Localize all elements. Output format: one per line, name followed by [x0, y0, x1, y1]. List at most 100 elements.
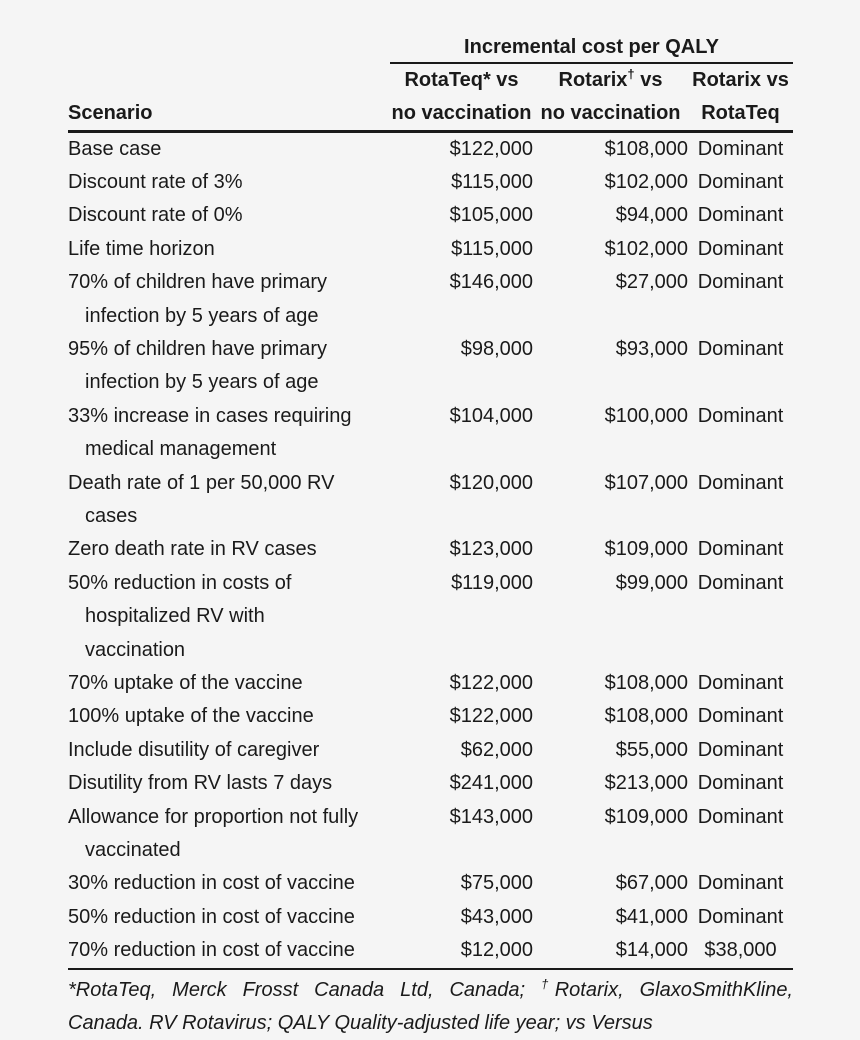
rotateq-vs-none-value: $241,000	[449, 772, 533, 795]
column-header-line1: Rotarix† vs	[558, 66, 663, 91]
scenario-label: 70% reduction in cost of vaccine	[68, 939, 355, 962]
scenario-label: Base case	[68, 137, 162, 160]
scenario-label: Life time horizon	[68, 237, 215, 260]
spanner-header: Incremental cost per QALY	[390, 32, 793, 62]
rotarix-vs-rotateq-value: Dominant	[697, 571, 784, 594]
column-header-rotarix-vs-none: Rotarix† vs no vaccination	[533, 64, 688, 130]
rotarix-vs-rotateq-value: Dominant	[697, 705, 784, 728]
rotateq-vs-none-value: $104,000	[449, 404, 533, 427]
scenario-cell: 100% uptake of the vaccine	[68, 700, 390, 733]
bottom-rule	[68, 967, 793, 971]
rotarix-vs-rotateq-value: Dominant	[697, 538, 784, 561]
rotarix-vs-rotateq-value: Dominant	[697, 237, 784, 260]
table-row: Death rate of 1 per 50,000 RV cases $120,0…	[68, 467, 793, 534]
rotarix-vs-rotateq-value: Dominant	[697, 672, 784, 694]
column-header-row: Scenario RotaTeq* vs no vaccination Rota…	[68, 64, 793, 130]
scenario-cell: 70% of children have primary infection by…	[68, 266, 390, 333]
rotateq-vs-none-value: $43,000	[460, 905, 533, 928]
rotateq-vs-none-value: $123,000	[449, 538, 533, 561]
scenario-continuation-line: infection by 5 years of age	[85, 304, 319, 327]
rotarix-vs-rotateq-value: Dominant	[697, 170, 784, 193]
table-row: 70% uptake of the vaccine $122,000 $108,00…	[68, 667, 793, 700]
column-header-line2: RotaTeq	[701, 102, 780, 124]
scenario-cell: 70% uptake of the vaccine	[68, 667, 390, 700]
scenario-cell: Discount rate of 0%	[68, 199, 390, 232]
scenario-continuation-line: vaccination	[85, 638, 186, 661]
scenario-label: 100% uptake of the vaccine	[68, 705, 314, 728]
table-row: 50% reduction in cost of vaccine $43,000 $…	[68, 901, 793, 934]
scenario-continuation-line: medical management	[85, 438, 277, 461]
table-row: Discount rate of 3% $115,000 $102,000 Domin…	[68, 166, 793, 199]
table-row: 33% increase in cases requiring medical m…	[68, 400, 793, 467]
rotarix-vs-none-value: $108,000	[604, 672, 688, 694]
rotarix-vs-none-value: $41,000	[615, 905, 688, 928]
rotarix-vs-none-value: $55,000	[615, 738, 688, 761]
column-header-rotateq-vs-none: RotaTeq* vs no vaccination	[390, 64, 533, 130]
rotateq-vs-none-value: $62,000	[460, 738, 533, 761]
rotarix-vs-rotateq-value: Dominant	[697, 872, 784, 895]
rotateq-vs-none-value: $146,000	[449, 271, 533, 294]
rotateq-vs-none-value: $122,000	[449, 705, 533, 728]
rotarix-vs-none-value: $67,000	[615, 872, 688, 895]
rotarix-vs-none-value: $109,000	[604, 538, 688, 561]
column-header-line1: RotaTeq* vs	[404, 69, 519, 91]
scenario-cell: 50% reduction in cost of vaccine	[68, 901, 390, 934]
column-header-rotarix-vs-rotateq: Rotarix vs RotaTeq	[688, 64, 793, 130]
rotateq-vs-none-value: $120,000	[449, 471, 533, 494]
rotarix-vs-rotateq-value: Dominant	[697, 471, 784, 494]
rotarix-vs-rotateq-value: Dominant	[697, 137, 784, 160]
rotateq-vs-none-value: $75,000	[460, 872, 533, 895]
rotarix-vs-rotateq-value: Dominant	[697, 337, 784, 360]
scenario-label: 33% increase in cases requiring	[68, 404, 352, 427]
spanner-rule	[390, 62, 793, 64]
rotarix-vs-none-value: $14,000	[615, 939, 688, 962]
scenario-label: 95% of children have primary	[68, 337, 328, 360]
scenario-cell: Discount rate of 3%	[68, 166, 390, 199]
table-row: Disutility from RV lasts 7 days $241,000 $…	[68, 767, 793, 800]
scenario-cell: Zero death rate in RV cases	[68, 533, 390, 566]
scenario-cell: Base case	[68, 133, 390, 166]
rotateq-vs-none-value: $119,000	[451, 571, 533, 594]
rotateq-vs-none-value: $105,000	[449, 204, 533, 227]
rotateq-vs-none-value: $115,000	[451, 237, 533, 260]
rotateq-vs-none-value: $122,000	[449, 672, 533, 694]
table-row: 70% of children have primary infection by…	[68, 266, 793, 333]
scenario-continuation-line: infection by 5 years of age	[85, 371, 319, 394]
rotarix-vs-rotateq-value: Dominant	[697, 738, 784, 761]
footnote-line2: Canada. RV Rotavirus; QALY Quality-adjus…	[68, 1012, 653, 1035]
scenario-label: Allowance for proportion not fully	[68, 805, 359, 828]
scenario-continuation-line: hospitalized RV with	[85, 605, 265, 628]
rotarix-vs-none-value: $27,000	[615, 271, 688, 294]
table-row: Life time horizon $115,000 $102,000 Dominan…	[68, 233, 793, 266]
scenario-continuation-line: cases	[85, 504, 138, 527]
rotarix-vs-none-value: $108,000	[604, 137, 688, 160]
rotarix-vs-rotateq-value: Dominant	[697, 905, 784, 928]
scenario-cell: Allowance for proportion not fully vaccin…	[68, 801, 390, 868]
data-table: Base case $122,000 $108,000 Dominant Discoun…	[68, 133, 793, 968]
rotateq-vs-none-value: $115,000	[451, 170, 533, 193]
table-row: 95% of children have primary infection by…	[68, 333, 793, 400]
rotarix-vs-rotateq-value: Dominant	[697, 404, 784, 427]
scenario-label: Discount rate of 3%	[68, 170, 243, 193]
rotarix-vs-none-value: $102,000	[604, 237, 688, 260]
scenario-cell: Death rate of 1 per 50,000 RV cases	[68, 467, 390, 534]
rotateq-vs-none-value: $143,000	[449, 805, 533, 828]
scenario-label: 70% of children have primary	[68, 271, 328, 294]
rotarix-vs-none-value: $93,000	[615, 337, 688, 360]
rotarix-vs-rotateq-value: Dominant	[697, 204, 784, 227]
rotarix-vs-none-value: $100,000	[604, 404, 688, 427]
scenario-cell: 30% reduction in cost of vaccine	[68, 867, 390, 900]
dagger-marker: †	[541, 976, 555, 992]
scenario-label: 30% reduction in cost of vaccine	[68, 872, 355, 895]
column-header-line1: Rotarix vs	[692, 69, 789, 91]
rotarix-vs-none-value: $108,000	[604, 705, 688, 728]
spanner-header-label: Incremental cost per QALY	[464, 36, 719, 58]
scenario-label: Zero death rate in RV cases	[68, 538, 317, 561]
table-row: Zero death rate in RV cases $123,000 $109,…	[68, 533, 793, 566]
rotateq-vs-none-value: $98,000	[460, 337, 533, 360]
footnote-line1: *RotaTeq, Merck Frosst Canada Ltd, Canad…	[68, 976, 793, 1002]
column-header-line2: no vaccination	[391, 102, 532, 124]
rotarix-vs-none-value: $109,000	[604, 805, 688, 828]
table-row: Base case $122,000 $108,000 Dominant	[68, 133, 793, 166]
scenario-cell: Disutility from RV lasts 7 days	[68, 767, 390, 800]
